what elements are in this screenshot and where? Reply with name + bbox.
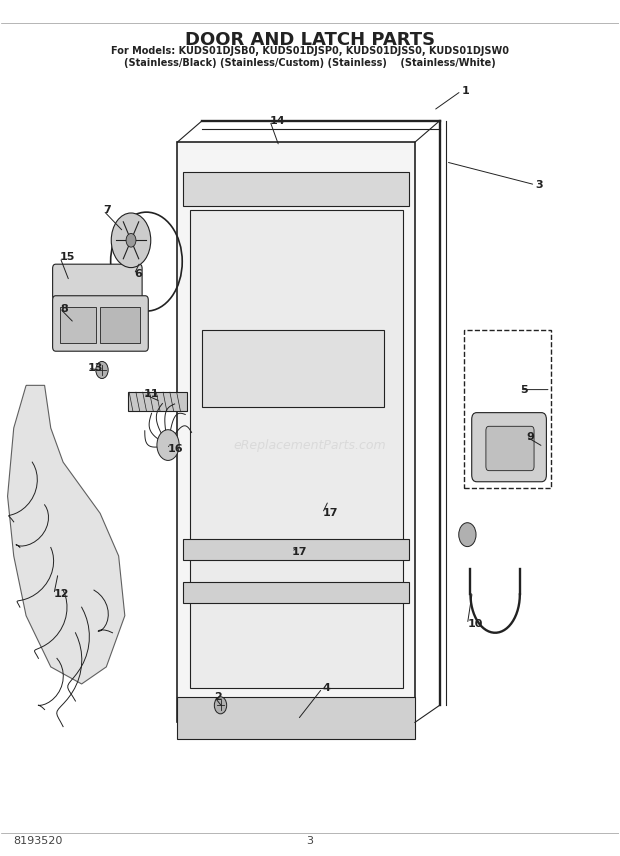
Text: 11: 11 xyxy=(143,389,159,399)
Text: 2: 2 xyxy=(215,692,222,702)
Text: 13: 13 xyxy=(88,363,103,373)
FancyBboxPatch shape xyxy=(472,413,546,482)
Text: 4: 4 xyxy=(322,683,330,693)
Text: 6: 6 xyxy=(134,270,142,279)
Bar xyxy=(184,539,409,560)
Text: DOOR AND LATCH PARTS: DOOR AND LATCH PARTS xyxy=(185,32,435,50)
Circle shape xyxy=(157,430,179,461)
Circle shape xyxy=(215,697,227,714)
Text: 14: 14 xyxy=(270,116,285,126)
FancyBboxPatch shape xyxy=(53,296,148,351)
Text: 1: 1 xyxy=(461,86,469,96)
Circle shape xyxy=(459,523,476,547)
Text: 7: 7 xyxy=(104,205,111,216)
Bar xyxy=(60,306,96,342)
Bar xyxy=(177,697,415,740)
Text: (Stainless/Black) (Stainless/Custom) (Stainless)    (Stainless/White): (Stainless/Black) (Stainless/Custom) (St… xyxy=(124,57,496,68)
Text: 8193520: 8193520 xyxy=(14,836,63,846)
Text: 9: 9 xyxy=(526,431,534,442)
Text: 17: 17 xyxy=(322,508,338,519)
Bar xyxy=(100,306,140,342)
FancyBboxPatch shape xyxy=(53,265,142,300)
Circle shape xyxy=(111,213,151,268)
Bar xyxy=(184,172,409,206)
Text: 5: 5 xyxy=(520,384,528,395)
Circle shape xyxy=(126,234,136,247)
Bar xyxy=(184,581,409,603)
Bar xyxy=(190,211,402,688)
Bar xyxy=(202,330,384,407)
Text: 8: 8 xyxy=(60,304,68,313)
Circle shape xyxy=(96,361,108,378)
Text: 12: 12 xyxy=(54,590,69,599)
Bar xyxy=(177,142,415,722)
Text: For Models: KUDS01DJSB0, KUDS01DJSP0, KUDS01DJSS0, KUDS01DJSW0: For Models: KUDS01DJSB0, KUDS01DJSP0, KU… xyxy=(111,45,509,56)
Text: 3: 3 xyxy=(306,836,314,846)
Text: 16: 16 xyxy=(168,444,184,455)
Text: 3: 3 xyxy=(535,180,543,190)
Text: 10: 10 xyxy=(467,619,483,629)
PathPatch shape xyxy=(7,385,125,684)
Text: 15: 15 xyxy=(60,253,76,262)
Text: 17: 17 xyxy=(291,547,307,556)
Text: eReplacementParts.com: eReplacementParts.com xyxy=(234,438,386,452)
Bar xyxy=(464,330,551,488)
Bar xyxy=(128,392,187,411)
FancyBboxPatch shape xyxy=(486,426,534,471)
